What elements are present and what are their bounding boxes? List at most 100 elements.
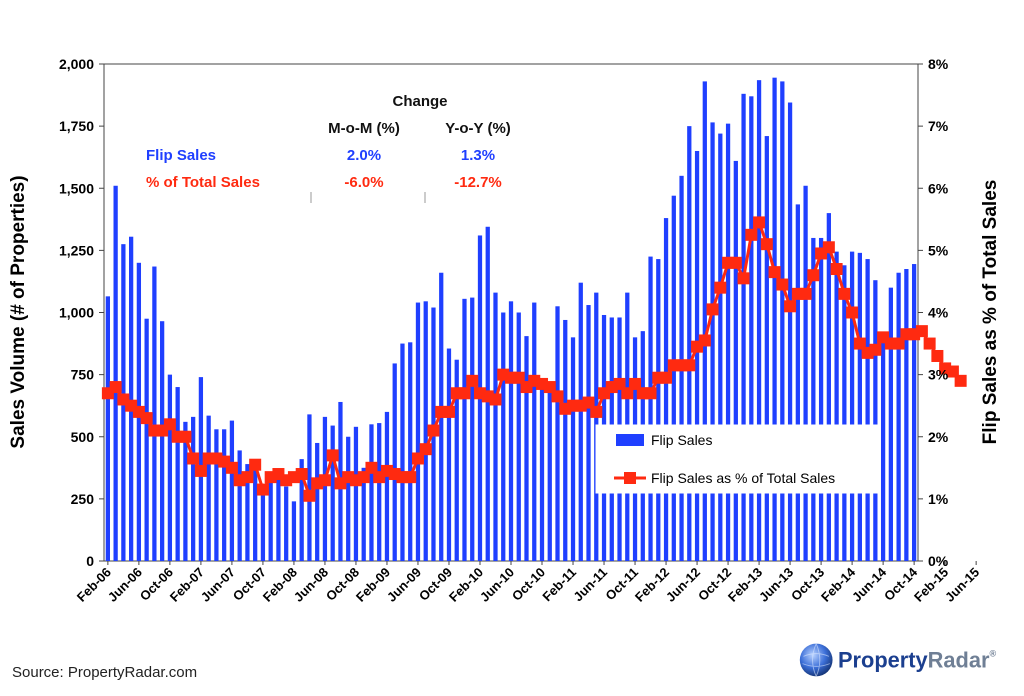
bar	[493, 292, 498, 561]
line-point	[466, 374, 479, 387]
line-point	[629, 377, 642, 390]
bar	[214, 429, 219, 561]
line-point	[458, 387, 471, 400]
line-point	[660, 371, 673, 384]
line-point	[357, 471, 370, 484]
x-tick-label: Jun-13	[756, 565, 796, 605]
bar	[516, 312, 521, 561]
line-point	[163, 418, 176, 431]
x-tick-label: Jun-10	[477, 565, 517, 605]
line-point	[784, 300, 797, 313]
line-point	[830, 263, 843, 276]
bar	[687, 126, 692, 562]
bar	[555, 306, 560, 561]
bar	[330, 425, 335, 561]
bar	[105, 296, 110, 561]
bar	[384, 411, 390, 561]
line-point	[551, 390, 564, 403]
bar	[904, 269, 909, 561]
bar	[284, 486, 289, 561]
line-point	[815, 247, 828, 260]
row-pct-label: % of Total Sales	[146, 174, 260, 191]
line-point	[915, 325, 928, 338]
bar	[446, 348, 452, 561]
bar	[718, 133, 723, 561]
line-point	[853, 337, 866, 350]
logo-text-radar: Radar	[928, 647, 990, 672]
y1-tick-label: 1,000	[59, 305, 94, 321]
bar	[191, 416, 196, 561]
pct-line	[101, 216, 967, 502]
bar	[307, 414, 312, 561]
bar	[423, 301, 428, 561]
line-point	[140, 412, 153, 425]
x-tick-label: Jun-15	[942, 565, 982, 605]
bar	[408, 342, 413, 561]
row-flip-yoy: 1.3%	[461, 147, 495, 164]
bar	[237, 450, 242, 561]
bar	[415, 302, 421, 561]
y2-tick-label: 6%	[928, 180, 949, 196]
line-point	[822, 241, 835, 254]
bar	[392, 363, 397, 561]
bar	[787, 102, 793, 562]
row-pct-mom: -6.0%	[344, 174, 383, 191]
line-point	[923, 337, 936, 350]
bar	[873, 280, 878, 561]
y1-tick-label: 1,500	[59, 180, 94, 196]
bar	[911, 264, 917, 561]
line-point	[489, 393, 502, 406]
legend: Flip Sales Flip Sales as % of Total Sale…	[595, 424, 881, 494]
logo-registered-mark: ®	[989, 648, 996, 658]
line-point	[582, 396, 595, 409]
bar	[880, 342, 886, 561]
bar	[772, 77, 777, 562]
svg-text:PropertyRadar®: PropertyRadar®	[838, 647, 996, 672]
bar	[322, 416, 328, 561]
y2-tick-label: 3%	[928, 367, 949, 383]
bar	[563, 319, 568, 561]
line-point	[838, 287, 851, 300]
line-point	[442, 405, 455, 418]
bar	[764, 136, 769, 561]
line-point	[613, 377, 626, 390]
bar	[369, 424, 374, 561]
bar	[377, 423, 382, 561]
bar	[547, 382, 552, 561]
bar	[183, 421, 188, 561]
bar	[160, 321, 165, 561]
property-radar-logo[interactable]: PropertyRadar®	[788, 640, 1008, 680]
legend-bar-label: Flip Sales	[651, 432, 712, 448]
line-point	[365, 461, 378, 474]
logo-text-property: Property	[838, 647, 928, 672]
line-point	[194, 464, 207, 477]
line-point	[225, 461, 238, 474]
y2-tick-label: 2%	[928, 429, 949, 445]
bar	[842, 265, 847, 561]
bar	[896, 272, 901, 561]
line-point	[404, 471, 417, 484]
line-point	[846, 306, 859, 319]
bar	[648, 256, 653, 561]
line-point	[892, 337, 905, 350]
chart: 0 250 500 750 1,000 1,250 1,500 1,750 2,000 0% 1%…	[8, 56, 1001, 605]
y1-tick-label: 250	[71, 491, 95, 507]
bar	[222, 429, 227, 561]
bar	[741, 93, 746, 561]
y1-tick-label: 750	[71, 367, 95, 383]
row-flip-mom: 2.0%	[347, 147, 381, 164]
line-point	[241, 471, 254, 484]
line-point	[954, 374, 967, 387]
bar	[725, 123, 731, 561]
bar	[152, 266, 157, 561]
x-tick-label: Jun-11	[570, 565, 610, 605]
line-point	[683, 359, 696, 372]
bar	[865, 259, 870, 561]
x-tick-label: Feb-11	[539, 565, 579, 605]
line-point	[621, 387, 634, 400]
line-point	[714, 281, 727, 294]
legend-bar-swatch	[616, 434, 644, 446]
bar	[206, 415, 211, 561]
x-tick-label: Jun-14	[849, 564, 890, 605]
bar	[268, 474, 273, 561]
